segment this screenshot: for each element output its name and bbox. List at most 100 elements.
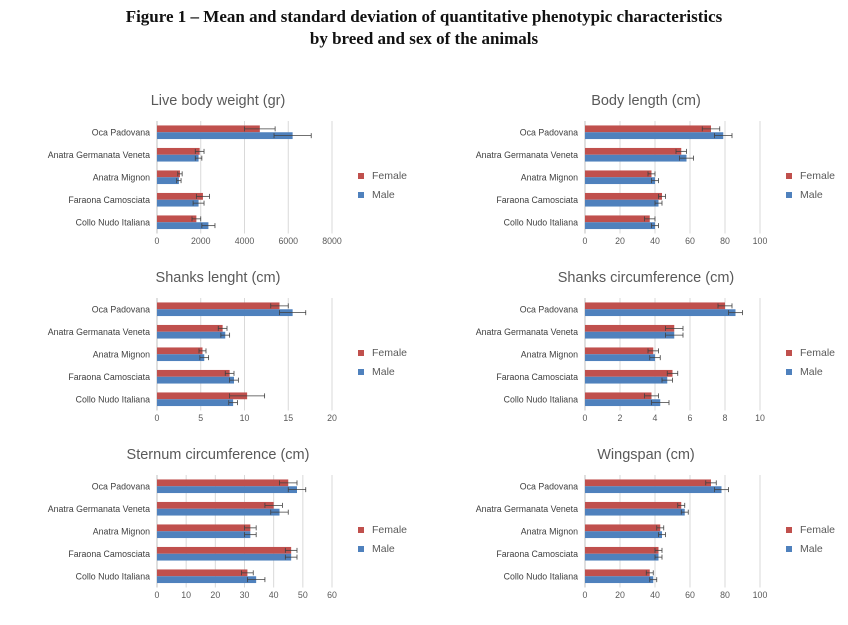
chart-0-bar-male xyxy=(157,177,179,185)
chart-5-legend-swatch-male xyxy=(786,546,792,552)
chart-2-bar-male xyxy=(157,331,226,339)
chart-2-tick-label: 0 xyxy=(155,413,160,423)
chart-2-legend-swatch-male xyxy=(358,369,364,375)
chart-panel-body-length: Body length (cm) 0 20 40 60 80 100 Oca Padovana… xyxy=(428,88,848,264)
chart-0-tick-label: 4000 xyxy=(235,236,255,246)
chart-5-category-label: Faraona Camosciata xyxy=(496,549,578,559)
chart-0-legend-label-male: Male xyxy=(372,189,395,201)
chart-4-bar-male xyxy=(157,508,280,516)
chart-0-bar-female xyxy=(157,170,180,178)
chart-4-legend-swatch-female xyxy=(358,527,364,533)
chart-5-tick-label: 40 xyxy=(650,590,660,600)
chart-1-tick-label: 80 xyxy=(720,236,730,246)
chart-1-bar-male xyxy=(585,154,687,162)
chart-svg-2: Shanks lenght (cm) 0 5 10 15 20 Oca Padovana An… xyxy=(48,270,407,423)
chart-3-category-label: Faraona Camosciata xyxy=(496,372,578,382)
chart-1-bar-female xyxy=(585,192,662,200)
chart-svg-5: Wingspan (cm) 0 20 40 60 80 100 Oca Padovana Ana… xyxy=(476,447,835,600)
chart-0-bar-female xyxy=(157,192,203,200)
chart-5-legend-swatch-female xyxy=(786,527,792,533)
chart-5-legend-label-male: Male xyxy=(800,543,823,555)
chart-5-legend-label-female: Female xyxy=(800,524,835,536)
chart-1-bar-male xyxy=(585,132,724,140)
chart-1-title: Body length (cm) xyxy=(591,93,701,109)
chart-0-bar-male xyxy=(157,132,293,140)
chart-2-bar-female xyxy=(157,347,203,355)
chart-3-bar-male xyxy=(585,354,655,362)
chart-4-category-label: Anatra Mignon xyxy=(93,526,150,536)
chart-4-bar-male xyxy=(157,486,297,494)
chart-4-tick-label: 20 xyxy=(210,590,220,600)
chart-1-legend-swatch-male xyxy=(786,192,792,198)
chart-3-bar-female xyxy=(585,392,652,400)
chart-4-bar-female xyxy=(157,546,292,554)
chart-0-bar-male xyxy=(157,199,199,207)
chart-3-bar-female xyxy=(585,369,673,377)
chart-1-tick-label: 60 xyxy=(685,236,695,246)
chart-1-legend-label-female: Female xyxy=(800,170,835,182)
figure-title: Figure 1 – Mean and standard deviation o… xyxy=(0,6,848,50)
chart-4-bar-female xyxy=(157,569,248,577)
chart-panel-shanks-circumference: Shanks circumference (cm) 0 2 4 6 8 10 Oca Pado… xyxy=(428,265,848,441)
chart-3-legend-label-male: Male xyxy=(800,366,823,378)
chart-4-category-label: Oca Padovana xyxy=(92,481,150,491)
chart-3-tick-label: 8 xyxy=(723,413,728,423)
chart-5-tick-label: 80 xyxy=(720,590,730,600)
chart-5-bar-male xyxy=(585,531,662,539)
chart-4-legend-label-male: Male xyxy=(372,543,395,555)
figure-title-line-1: Figure 1 – Mean and standard deviation o… xyxy=(125,7,723,26)
chart-0-category-label: Oca Padovana xyxy=(92,127,150,137)
chart-3-tick-label: 4 xyxy=(653,413,658,423)
chart-svg-0: Live body weight (gr) 0 2000 4000 6000 8000 Oc… xyxy=(48,93,407,246)
chart-5-bar-female xyxy=(585,546,659,554)
chart-0-category-label: Faraona Camosciata xyxy=(68,195,150,205)
chart-4-legend-label-female: Female xyxy=(372,524,407,536)
chart-2-bar-female xyxy=(157,392,248,400)
chart-3-title: Shanks circumference (cm) xyxy=(558,270,734,286)
chart-5-category-label: Anatra Germanata Veneta xyxy=(476,504,578,514)
chart-4-bar-male xyxy=(157,576,257,584)
chart-2-bar-male xyxy=(157,309,293,317)
chart-0-bar-female xyxy=(157,125,260,133)
chart-4-tick-label: 50 xyxy=(298,590,308,600)
chart-3-category-label: Anatra Germanata Veneta xyxy=(476,327,578,337)
chart-1-bar-female xyxy=(585,215,650,223)
chart-5-tick-label: 100 xyxy=(753,590,768,600)
chart-3-legend-label-female: Female xyxy=(800,347,835,359)
chart-2-bar-female xyxy=(157,302,280,310)
chart-3-tick-label: 2 xyxy=(618,413,623,423)
chart-1-bar-female xyxy=(585,170,652,178)
chart-5-bar-female xyxy=(585,524,661,532)
chart-4-bar-male xyxy=(157,553,292,561)
chart-4-bar-female xyxy=(157,501,274,509)
chart-2-title: Shanks lenght (cm) xyxy=(156,270,281,286)
chart-0-bar-male xyxy=(157,222,209,230)
chart-1-bar-female xyxy=(585,147,682,155)
chart-2-tick-label: 15 xyxy=(283,413,293,423)
chart-2-bar-female xyxy=(157,369,230,377)
chart-0-bar-female xyxy=(157,215,197,223)
chart-2-tick-label: 20 xyxy=(327,413,337,423)
chart-svg-1: Body length (cm) 0 20 40 60 80 100 Oca Padovana… xyxy=(476,93,835,246)
chart-2-category-label: Anatra Mignon xyxy=(93,349,150,359)
chart-2-bar-male xyxy=(157,376,234,384)
chart-0-title: Live body weight (gr) xyxy=(151,93,286,109)
chart-2-bar-male xyxy=(157,354,205,362)
chart-3-bar-male xyxy=(585,331,675,339)
chart-1-bar-male xyxy=(585,199,659,207)
chart-3-legend-swatch-female xyxy=(786,350,792,356)
chart-4-tick-label: 0 xyxy=(155,590,160,600)
chart-4-category-label: Collo Nudo Italiana xyxy=(76,571,150,581)
chart-3-tick-label: 0 xyxy=(583,413,588,423)
chart-5-bar-female xyxy=(585,569,650,577)
chart-3-bar-female xyxy=(585,302,725,310)
chart-1-bar-female xyxy=(585,125,711,133)
chart-3-bar-female xyxy=(585,324,675,332)
chart-3-legend-swatch-male xyxy=(786,369,792,375)
chart-4-tick-label: 10 xyxy=(181,590,191,600)
chart-1-category-label: Oca Padovana xyxy=(520,127,578,137)
chart-5-tick-label: 0 xyxy=(583,590,588,600)
chart-0-legend-swatch-male xyxy=(358,192,364,198)
chart-4-legend-swatch-male xyxy=(358,546,364,552)
chart-2-tick-label: 10 xyxy=(240,413,250,423)
